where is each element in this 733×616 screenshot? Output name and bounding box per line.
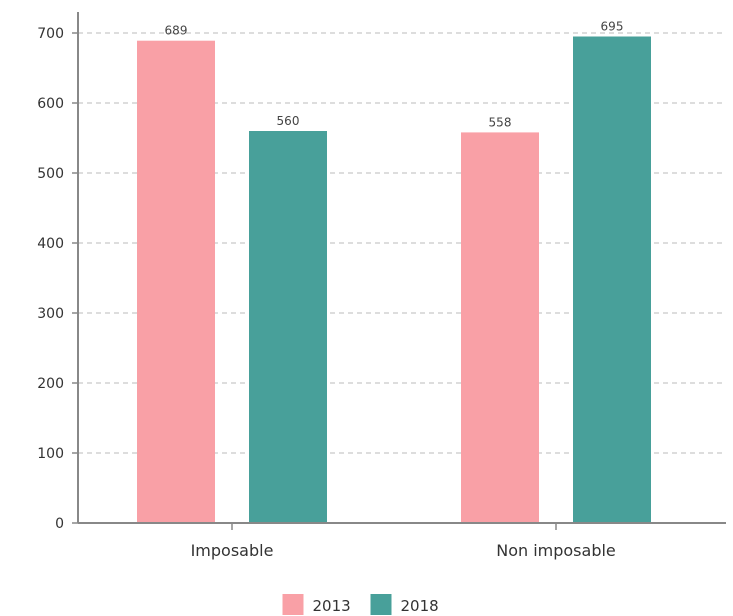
data-labels: 689 560 558 695 [165,20,624,130]
y-tick-label: 700 [37,26,64,42]
data-label: 560 [277,114,300,128]
data-label: 558 [489,115,512,129]
bar-2013-imposable [137,40,215,523]
bar-2018-non-imposable [573,36,651,523]
y-tick-label: 100 [37,446,64,462]
y-tick-label: 200 [37,376,64,392]
x-axis-categories: Imposable Non imposable [191,523,616,560]
axes [77,12,726,524]
bar-2018-imposable [249,131,327,523]
legend: 2013 2018 [282,594,439,615]
data-label: 695 [601,20,624,34]
data-label: 689 [165,24,188,38]
y-tick-label: 300 [37,306,64,322]
y-tick-label: 0 [55,516,64,532]
y-tick-label: 400 [37,236,64,252]
legend-swatch-2018 [370,594,392,615]
legend-label: 2013 [313,597,351,615]
y-axis-ticks: 0 100 200 300 400 500 600 700 [37,26,78,532]
legend-swatch-2013 [282,594,304,615]
x-category-label: Non imposable [496,541,616,560]
x-category-label: Imposable [191,541,274,560]
bar-2013-non-imposable [461,132,539,523]
bars [137,36,651,523]
legend-label: 2018 [401,597,439,615]
y-tick-label: 500 [37,166,64,182]
y-tick-label: 600 [37,96,64,112]
